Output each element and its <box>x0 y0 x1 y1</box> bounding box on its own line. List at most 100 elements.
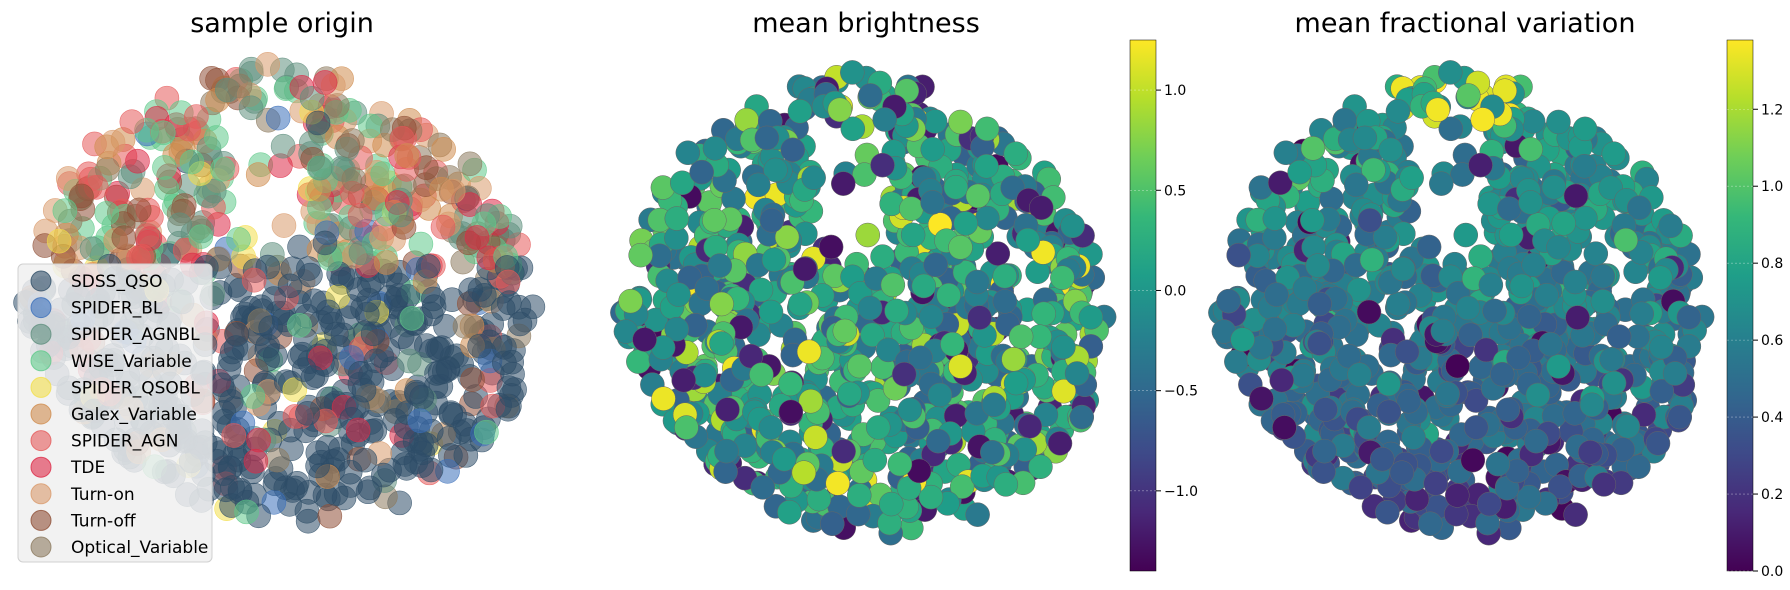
scatter-point <box>240 384 266 409</box>
scatter-point <box>948 354 973 379</box>
scatter-point <box>992 289 1018 314</box>
scatter-point <box>495 396 521 422</box>
scatter-point <box>431 137 456 162</box>
scatter-point <box>1356 299 1382 325</box>
scatter-point <box>312 230 338 256</box>
scatter-point <box>709 331 734 356</box>
scatter-point <box>324 93 350 118</box>
scatter-point <box>675 140 701 166</box>
scatter-point <box>940 331 965 357</box>
scatter-point <box>457 151 483 177</box>
scatter-point <box>324 321 349 347</box>
legend-marker <box>30 376 52 398</box>
scatter-point <box>918 304 944 329</box>
scatter-point <box>388 202 414 228</box>
scatter-point <box>1645 431 1671 456</box>
scatter-point <box>1008 324 1034 349</box>
scatter-point <box>474 419 499 445</box>
scatter-point <box>857 295 883 321</box>
scatter-point <box>492 350 517 376</box>
scatter-point <box>1456 83 1481 108</box>
scatter-point <box>1525 382 1551 408</box>
scatter-point <box>965 269 990 295</box>
colorbar-tick-label: 1.0 <box>1164 83 1186 99</box>
scatter-point <box>1394 339 1420 365</box>
scatter-point <box>1565 305 1590 330</box>
scatter-point <box>1425 97 1451 123</box>
scatter-point <box>1468 244 1493 269</box>
scatter-point <box>1563 502 1588 527</box>
panel-sample-origin: sample origin SDSS_QSO SPIDER_BL SPIDER_AG… <box>13 8 546 563</box>
scatter-point <box>702 136 728 161</box>
scatter-point <box>1003 370 1029 396</box>
scatter-point <box>1460 447 1486 473</box>
colorbar-gradient <box>1726 39 1754 572</box>
scatter-point <box>1290 362 1315 388</box>
legend-marker <box>30 323 52 345</box>
scatter-point <box>243 448 269 474</box>
scatter-point <box>1445 353 1470 379</box>
legend-marker <box>30 270 52 292</box>
scatter-point <box>965 502 990 527</box>
scatter-point <box>1249 386 1274 411</box>
scatter-point <box>1287 159 1312 185</box>
scatter-point <box>415 254 441 279</box>
scatter-point <box>758 299 784 325</box>
scatter-point <box>354 301 380 327</box>
scatter-point <box>967 305 992 330</box>
scatter-point <box>1300 136 1326 161</box>
colorbar-tick-label: 1.0 <box>1761 179 1783 195</box>
scatter-point <box>847 483 872 508</box>
scatter-point <box>399 305 425 331</box>
scatter-point <box>975 205 1000 231</box>
scatter-point <box>1430 318 1456 344</box>
scatter-point <box>1478 272 1504 298</box>
scatter-point <box>1423 471 1448 496</box>
scatter-point <box>820 511 845 536</box>
scatter-point <box>1538 331 1563 357</box>
scatter-point <box>167 212 192 238</box>
scatter-point <box>1591 472 1617 497</box>
panel-title: sample origin <box>190 8 374 39</box>
scatter-point <box>348 240 374 266</box>
scatter-point <box>791 460 817 485</box>
scatter-point <box>460 367 485 393</box>
scatter-point <box>1489 361 1515 387</box>
scatter-point <box>927 382 953 408</box>
scatter-point <box>457 192 483 217</box>
scatter-point <box>758 415 784 440</box>
scatter-point <box>1224 349 1249 374</box>
scatter-point <box>1385 99 1411 124</box>
scatter-point <box>715 397 740 422</box>
scatter-point <box>787 99 813 124</box>
scatter-point <box>749 362 774 387</box>
scatter-point <box>714 438 739 464</box>
scatter-point <box>421 286 446 312</box>
scatter-point <box>1001 347 1026 372</box>
scatter-point <box>666 282 691 307</box>
scatter-point <box>1429 439 1454 464</box>
scatter-point <box>1050 265 1075 290</box>
scatter-point <box>1445 483 1470 508</box>
scatter-point <box>100 129 126 155</box>
scatter-point <box>69 183 94 209</box>
scatter-point <box>1047 431 1073 456</box>
scatter-point <box>347 202 373 228</box>
scatter-point <box>920 137 945 162</box>
scatter-point <box>383 286 409 312</box>
scatter-point <box>270 133 296 159</box>
scatter-point <box>872 107 897 132</box>
scatter-point <box>1003 141 1029 166</box>
scatter-point <box>891 361 917 387</box>
scatter-point <box>1385 291 1411 317</box>
scatter-point <box>825 471 850 496</box>
scatter-point <box>1601 370 1627 396</box>
scatter-point <box>1658 213 1683 239</box>
scatter-point <box>778 399 804 425</box>
scatter-point <box>759 208 785 233</box>
scatter-point <box>1613 227 1639 253</box>
legend-label: WISE_Variable <box>71 352 192 372</box>
scatter-point <box>369 225 394 251</box>
scatter-point <box>407 408 433 434</box>
scatter-point <box>282 377 308 403</box>
